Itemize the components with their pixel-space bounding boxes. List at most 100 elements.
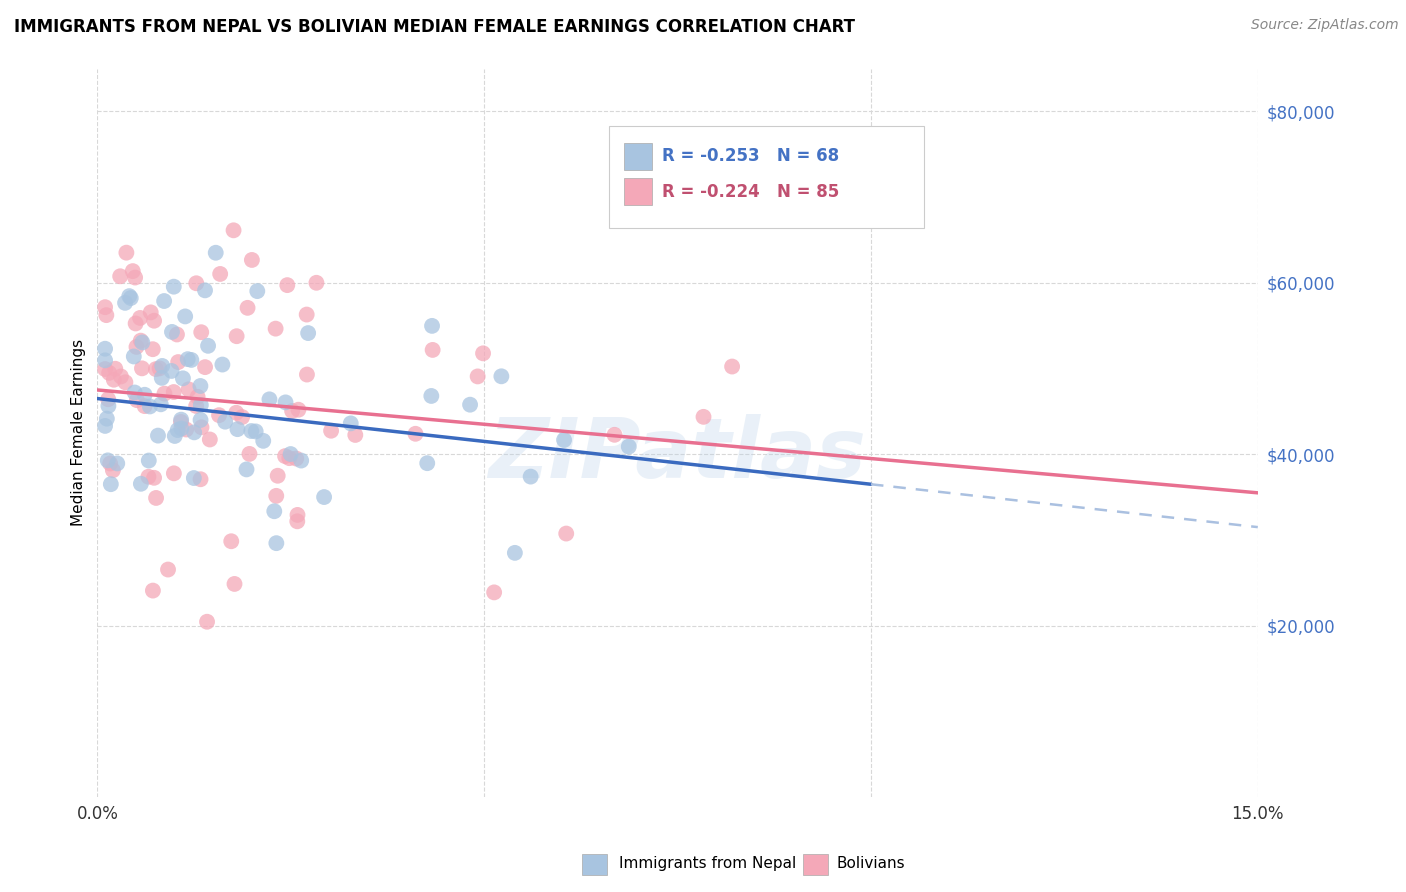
Immigrants from Nepal: [339, 417, 361, 431]
Immigrants from Nepal: [172, 371, 194, 385]
Bolivians: [208, 408, 231, 422]
Bolivians: [285, 514, 308, 528]
Immigrants from Nepal: [94, 353, 117, 368]
Bolivians: [287, 402, 309, 417]
Immigrants from Nepal: [166, 423, 188, 437]
Bolivians: [101, 463, 124, 477]
Bolivians: [555, 526, 578, 541]
Immigrants from Nepal: [416, 456, 439, 470]
Immigrants from Nepal: [94, 418, 117, 433]
Bolivians: [222, 223, 245, 237]
Immigrants from Nepal: [297, 326, 319, 340]
Bolivians: [174, 423, 197, 437]
Text: R = -0.224   N = 85: R = -0.224 N = 85: [662, 183, 839, 201]
Immigrants from Nepal: [266, 536, 288, 550]
Bolivians: [167, 355, 190, 369]
Text: Immigrants from Nepal: Immigrants from Nepal: [619, 856, 796, 871]
Immigrants from Nepal: [211, 358, 233, 372]
Immigrants from Nepal: [105, 457, 128, 471]
Immigrants from Nepal: [183, 425, 205, 440]
Immigrants from Nepal: [214, 415, 236, 429]
Immigrants from Nepal: [129, 476, 152, 491]
Immigrants from Nepal: [94, 342, 117, 356]
Bolivians: [138, 469, 160, 483]
Immigrants from Nepal: [274, 395, 297, 409]
Bolivians: [264, 489, 287, 503]
Immigrants from Nepal: [519, 469, 541, 483]
Immigrants from Nepal: [131, 335, 153, 350]
Bolivians: [224, 577, 246, 591]
Bolivians: [187, 390, 209, 404]
Immigrants from Nepal: [190, 379, 212, 393]
Immigrants from Nepal: [458, 398, 481, 412]
Bolivians: [115, 245, 138, 260]
Text: R = -0.253   N = 68: R = -0.253 N = 68: [662, 147, 839, 165]
Bolivians: [125, 340, 148, 354]
Immigrants from Nepal: [190, 413, 212, 427]
Immigrants from Nepal: [114, 296, 136, 310]
Bolivians: [143, 314, 166, 328]
Bolivians: [472, 346, 495, 360]
Bolivians: [219, 534, 242, 549]
Bolivians: [139, 305, 162, 319]
Immigrants from Nepal: [170, 412, 193, 426]
Immigrants from Nepal: [314, 490, 336, 504]
Bolivians: [236, 301, 259, 315]
Immigrants from Nepal: [252, 434, 274, 448]
Bolivians: [170, 415, 193, 429]
Y-axis label: Median Female Earnings: Median Female Earnings: [72, 339, 86, 526]
Bolivians: [124, 317, 146, 331]
Bolivians: [195, 615, 218, 629]
Bolivians: [467, 369, 489, 384]
Bolivians: [190, 325, 212, 339]
Bolivians: [482, 585, 505, 599]
Bolivians: [157, 562, 180, 576]
Bolivians: [287, 508, 309, 522]
Text: Source: ZipAtlas.com: Source: ZipAtlas.com: [1251, 18, 1399, 32]
Bolivians: [281, 404, 304, 418]
Immigrants from Nepal: [190, 398, 212, 412]
Immigrants from Nepal: [174, 310, 197, 324]
Immigrants from Nepal: [149, 397, 172, 411]
Bolivians: [110, 369, 132, 384]
Bolivians: [295, 308, 318, 322]
Bolivians: [177, 382, 200, 396]
Immigrants from Nepal: [183, 471, 205, 485]
Bolivians: [225, 406, 247, 420]
Bolivians: [98, 457, 121, 471]
Immigrants from Nepal: [97, 453, 120, 467]
Immigrants from Nepal: [491, 369, 513, 384]
Bolivians: [603, 427, 626, 442]
Immigrants from Nepal: [503, 546, 526, 560]
Immigrants from Nepal: [617, 440, 640, 454]
Bolivians: [131, 361, 153, 376]
Immigrants from Nepal: [194, 284, 217, 298]
Bolivians: [142, 342, 165, 356]
Immigrants from Nepal: [246, 284, 269, 298]
Immigrants from Nepal: [150, 371, 173, 385]
Text: Bolivians: Bolivians: [837, 856, 905, 871]
Bolivians: [295, 368, 318, 382]
Bolivians: [186, 277, 208, 291]
Bolivians: [163, 467, 186, 481]
Immigrants from Nepal: [163, 429, 186, 443]
Immigrants from Nepal: [96, 411, 118, 425]
Immigrants from Nepal: [259, 392, 281, 407]
Bolivians: [129, 334, 152, 348]
Bolivians: [240, 252, 263, 267]
Immigrants from Nepal: [153, 293, 176, 308]
Bolivians: [225, 329, 247, 343]
Bolivians: [163, 384, 186, 399]
Bolivians: [190, 420, 212, 434]
Immigrants from Nepal: [420, 318, 443, 333]
Bolivians: [274, 449, 297, 463]
Immigrants from Nepal: [180, 353, 202, 368]
Immigrants from Nepal: [100, 477, 122, 491]
Bolivians: [124, 270, 146, 285]
Bolivians: [108, 269, 131, 284]
Bolivians: [405, 426, 427, 441]
Bolivians: [121, 264, 143, 278]
Bolivians: [166, 327, 188, 342]
Bolivians: [94, 362, 117, 376]
Bolivians: [231, 410, 253, 425]
